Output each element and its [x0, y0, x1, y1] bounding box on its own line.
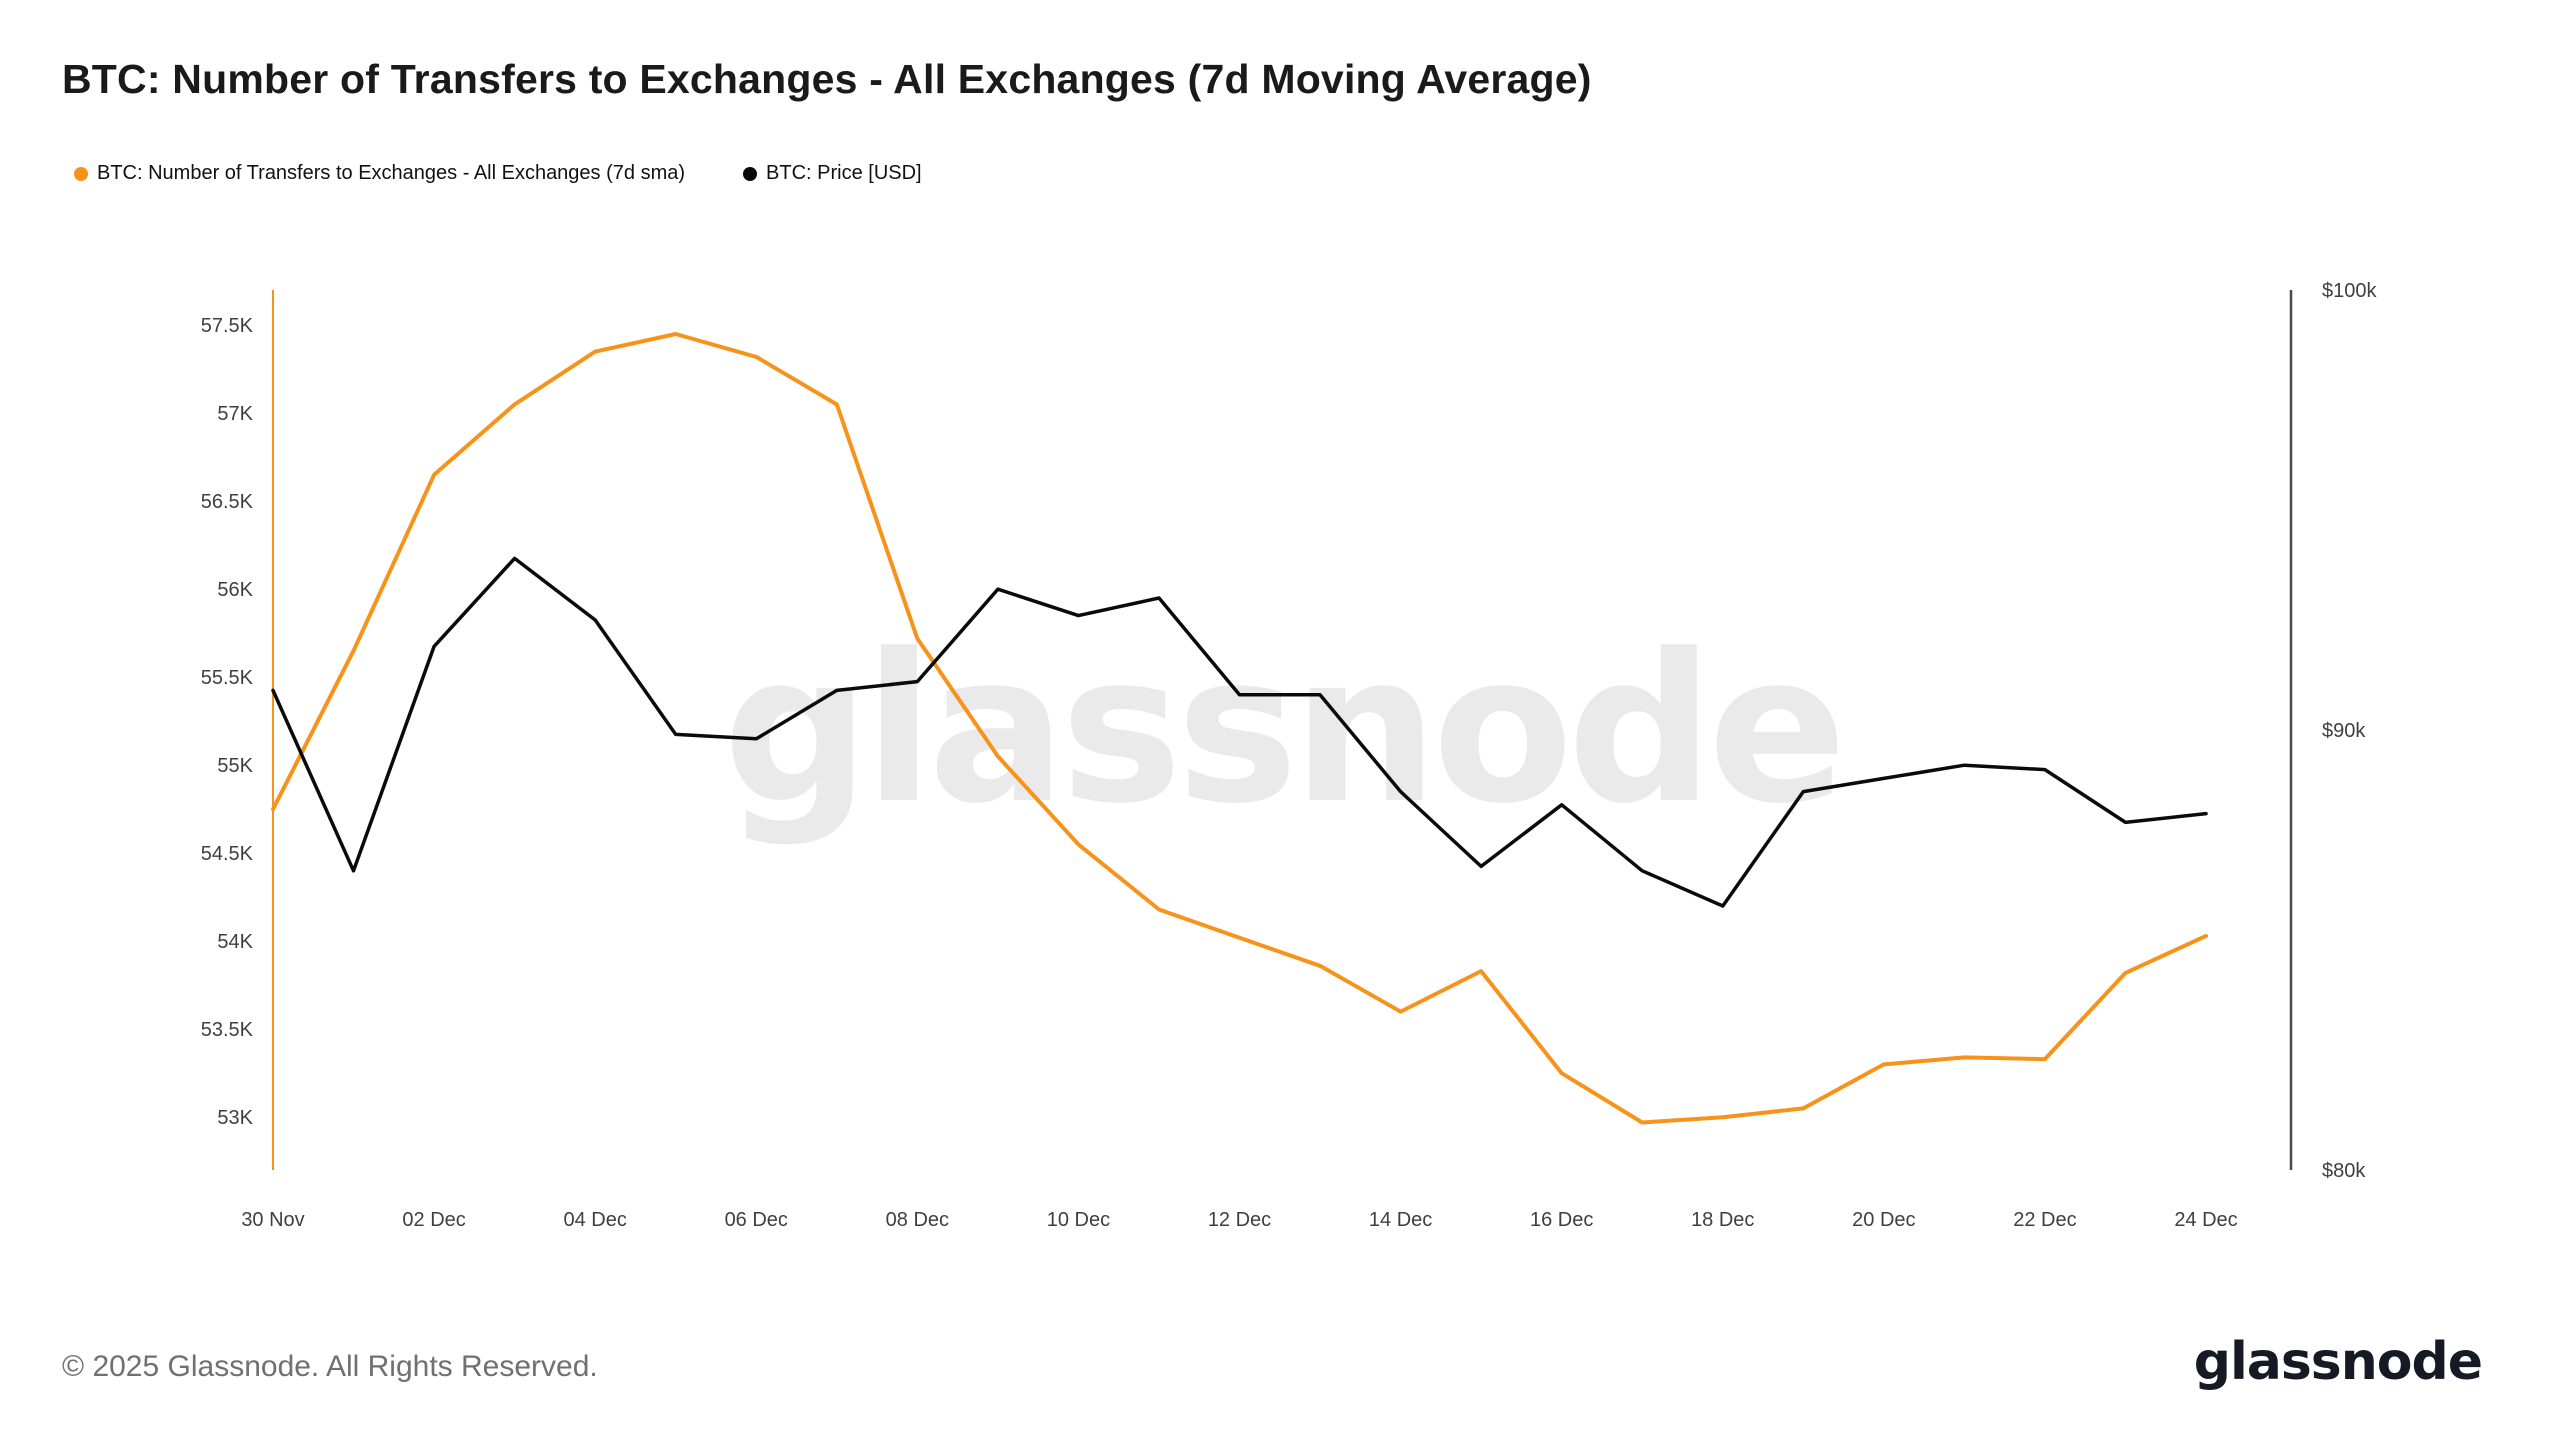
right-axis-tick-label: $80k	[2322, 1160, 2366, 1182]
x-axis-tick-label: 10 Dec	[1047, 1209, 1110, 1231]
x-axis-tick-label: 06 Dec	[725, 1209, 788, 1231]
price-series-dot-icon	[743, 166, 758, 181]
chart-plot-area: 57.5K 57K 56.5K 56K 55.5K 55K 54.5K 54K 53.5K 53K…	[201, 280, 2378, 1231]
left-axis-tick-label: 54.5K	[201, 843, 254, 865]
left-axis-tick-label: 57.5K	[201, 315, 254, 337]
left-axis-tick-label: 54K	[217, 931, 253, 953]
transfers-line	[271, 332, 2208, 1125]
legend-item-transfers-label: BTC: Number of Transfers to Exchanges - …	[97, 162, 686, 184]
right-axis-tick-label: $100k	[2322, 280, 2377, 302]
x-axis-tick-label: 12 Dec	[1208, 1209, 1271, 1231]
legend-item-price-label: BTC: Price [USD]	[766, 162, 922, 184]
x-axis-tick-label: 02 Dec	[402, 1209, 465, 1231]
x-axis-tick-label: 20 Dec	[1852, 1209, 1915, 1231]
x-axis-tick-label: 16 Dec	[1530, 1209, 1593, 1231]
x-axis-tick-label: 30 Nov	[241, 1209, 304, 1231]
chart-title: BTC: Number of Transfers to Exchanges - …	[62, 56, 1592, 102]
left-axis-tick-label: 55K	[217, 755, 253, 777]
glassnode-logo: glassnode	[2193, 1332, 2483, 1392]
x-axis-tick-label: 14 Dec	[1369, 1209, 1432, 1231]
left-axis-tick-label: 56K	[217, 579, 253, 601]
x-axis-tick-label: 04 Dec	[563, 1209, 626, 1231]
left-axis-tick-label: 56.5K	[201, 491, 254, 513]
left-axis-tick-label: 53K	[217, 1107, 253, 1129]
footer-copyright: © 2025 Glassnode. All Rights Reserved.	[62, 1350, 598, 1383]
x-axis-tick-label: 08 Dec	[886, 1209, 949, 1231]
x-axis-tick-label: 18 Dec	[1691, 1209, 1754, 1231]
x-axis-tick-label: 22 Dec	[2013, 1209, 2076, 1231]
left-axis-tick-label: 57K	[217, 403, 253, 425]
legend-item-transfers[interactable]: BTC: Number of Transfers to Exchanges - …	[74, 162, 685, 185]
legend-item-price[interactable]: BTC: Price [USD]	[743, 162, 922, 185]
price-line	[271, 556, 2208, 908]
right-axis-tick-label: $90k	[2322, 720, 2366, 742]
left-axis-tick-label: 55.5K	[201, 667, 254, 689]
x-axis-tick-label: 24 Dec	[2174, 1209, 2237, 1231]
transfers-series-dot-icon	[74, 166, 88, 181]
left-axis-tick-label: 53.5K	[201, 1019, 254, 1041]
legend: BTC: Number of Transfers to Exchanges - …	[74, 162, 922, 185]
